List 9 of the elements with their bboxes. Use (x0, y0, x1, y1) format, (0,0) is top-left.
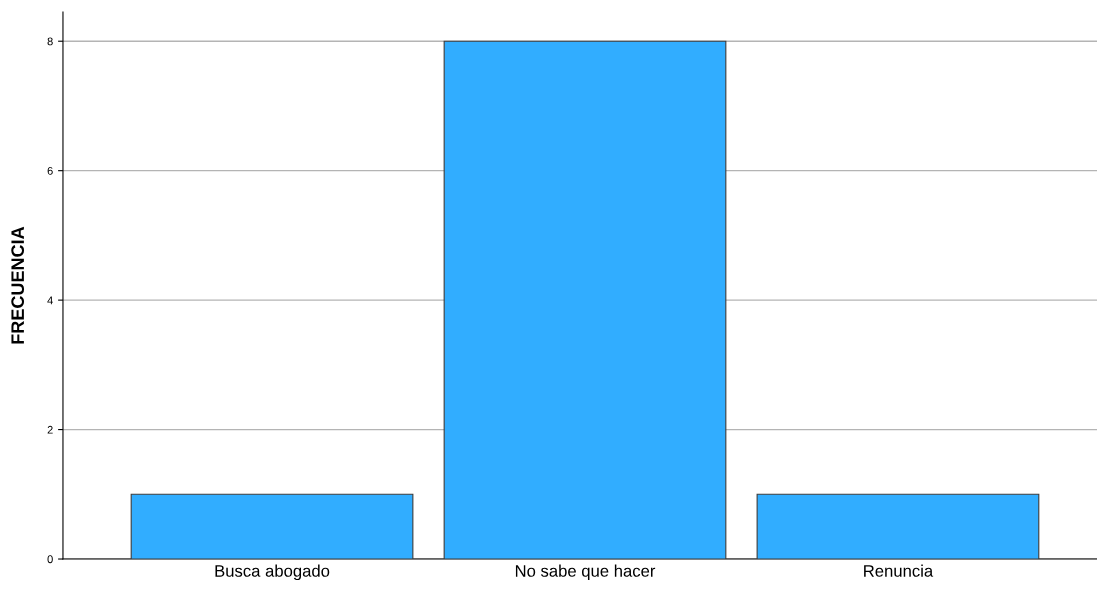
y-tick-label: 6 (47, 166, 53, 175)
x-tick-label: Renuncia (864, 564, 934, 577)
y-tick-label: 2 (47, 425, 53, 434)
y-tick-label: 8 (47, 37, 53, 46)
y-tick-label: 0 (47, 555, 53, 564)
x-tick-label: No sabe que hacer (515, 564, 656, 581)
y-tick-label: 4 (47, 296, 53, 305)
y-axis-title: FRECUENCIA (11, 226, 25, 344)
x-tick-label: Busca abogado (215, 564, 330, 581)
